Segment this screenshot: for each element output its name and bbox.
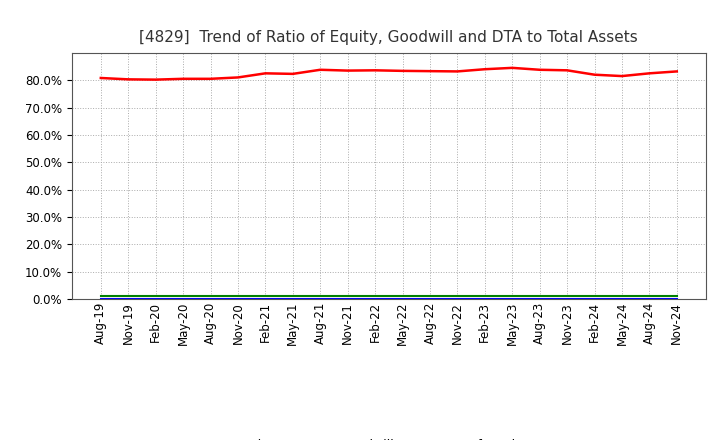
Goodwill xyxy=(453,297,462,302)
Equity xyxy=(206,76,215,81)
Equity xyxy=(316,67,325,73)
Goodwill xyxy=(398,297,407,302)
Equity xyxy=(233,75,242,80)
Deferred Tax Assets xyxy=(343,294,352,299)
Equity xyxy=(480,66,489,72)
Equity xyxy=(563,68,572,73)
Equity xyxy=(453,69,462,74)
Equity xyxy=(179,76,187,81)
Goodwill xyxy=(261,297,270,302)
Goodwill xyxy=(426,297,434,302)
Deferred Tax Assets xyxy=(261,294,270,299)
Goodwill xyxy=(672,297,681,302)
Deferred Tax Assets xyxy=(536,294,544,299)
Goodwill xyxy=(206,297,215,302)
Deferred Tax Assets xyxy=(563,294,572,299)
Equity xyxy=(645,71,654,76)
Deferred Tax Assets xyxy=(316,294,325,299)
Equity xyxy=(590,72,599,77)
Equity xyxy=(508,65,516,70)
Legend: Equity, Goodwill, Deferred Tax Assets: Equity, Goodwill, Deferred Tax Assets xyxy=(188,433,590,440)
Goodwill xyxy=(645,297,654,302)
Equity xyxy=(618,73,626,79)
Deferred Tax Assets xyxy=(672,294,681,299)
Equity xyxy=(96,75,105,81)
Deferred Tax Assets xyxy=(124,294,132,299)
Goodwill xyxy=(179,297,187,302)
Goodwill xyxy=(289,297,297,302)
Goodwill xyxy=(151,297,160,302)
Goodwill xyxy=(480,297,489,302)
Goodwill xyxy=(590,297,599,302)
Goodwill xyxy=(618,297,626,302)
Goodwill xyxy=(233,297,242,302)
Line: Equity: Equity xyxy=(101,68,677,80)
Equity xyxy=(672,69,681,74)
Deferred Tax Assets xyxy=(206,294,215,299)
Goodwill xyxy=(343,297,352,302)
Deferred Tax Assets xyxy=(508,294,516,299)
Goodwill xyxy=(508,297,516,302)
Deferred Tax Assets xyxy=(289,294,297,299)
Deferred Tax Assets xyxy=(590,294,599,299)
Goodwill xyxy=(124,297,132,302)
Equity xyxy=(151,77,160,82)
Goodwill xyxy=(96,297,105,302)
Equity xyxy=(343,68,352,73)
Equity xyxy=(426,69,434,74)
Deferred Tax Assets xyxy=(233,294,242,299)
Equity xyxy=(536,67,544,73)
Deferred Tax Assets xyxy=(480,294,489,299)
Deferred Tax Assets xyxy=(453,294,462,299)
Equity xyxy=(371,68,379,73)
Title: [4829]  Trend of Ratio of Equity, Goodwill and DTA to Total Assets: [4829] Trend of Ratio of Equity, Goodwil… xyxy=(140,29,638,45)
Deferred Tax Assets xyxy=(151,294,160,299)
Goodwill xyxy=(316,297,325,302)
Deferred Tax Assets xyxy=(618,294,626,299)
Deferred Tax Assets xyxy=(96,294,105,299)
Equity xyxy=(124,77,132,82)
Goodwill xyxy=(371,297,379,302)
Deferred Tax Assets xyxy=(371,294,379,299)
Deferred Tax Assets xyxy=(398,294,407,299)
Deferred Tax Assets xyxy=(645,294,654,299)
Equity xyxy=(398,68,407,73)
Equity xyxy=(289,71,297,77)
Goodwill xyxy=(536,297,544,302)
Deferred Tax Assets xyxy=(179,294,187,299)
Deferred Tax Assets xyxy=(426,294,434,299)
Goodwill xyxy=(563,297,572,302)
Equity xyxy=(261,71,270,76)
